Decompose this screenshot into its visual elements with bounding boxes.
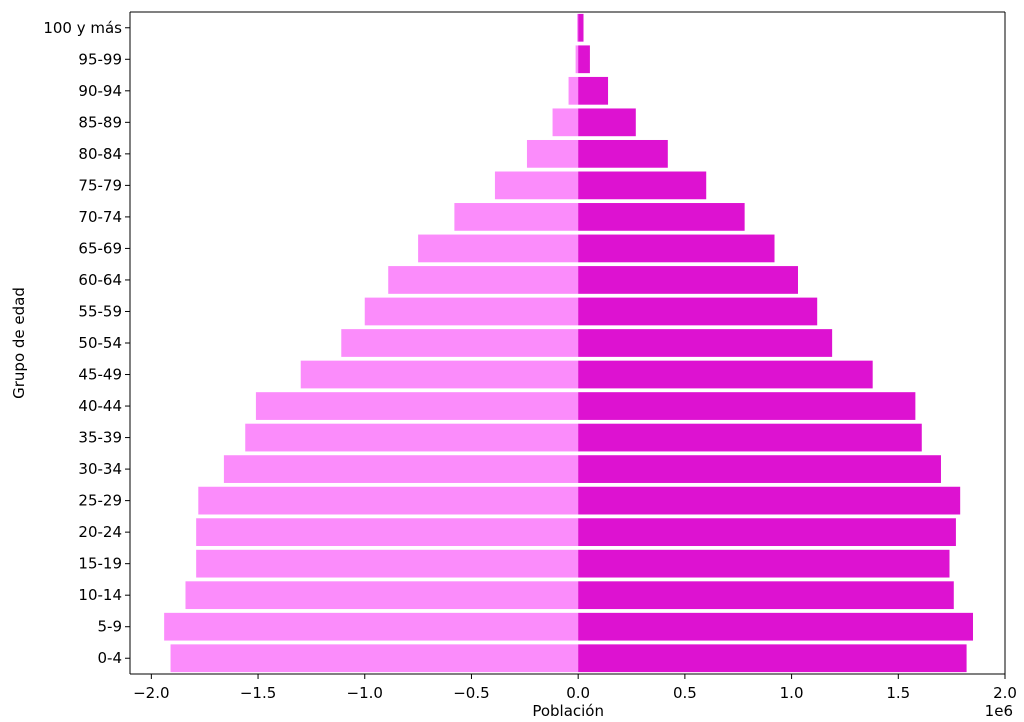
bar-right-100-y-más	[578, 14, 583, 42]
y-tick-label: 30-34	[78, 460, 122, 478]
bar-right-95-99	[578, 45, 590, 73]
bar-right-65-69	[578, 235, 774, 263]
x-tick-label: 1.5	[886, 684, 910, 702]
bar-left-65-69	[418, 235, 578, 263]
bar-right-15-19	[578, 550, 949, 578]
bar-left-5-9	[164, 613, 578, 641]
y-tick-label: 25-29	[78, 492, 122, 510]
bar-left-85-89	[553, 108, 579, 136]
bar-left-10-14	[185, 581, 578, 609]
y-tick-label: 55-59	[78, 302, 122, 320]
bar-left-75-79	[495, 172, 578, 200]
y-tick-label: 15-19	[78, 555, 122, 573]
bar-left-55-59	[365, 298, 578, 326]
x-tick-label: 2.0	[993, 684, 1017, 702]
bar-left-45-49	[301, 361, 578, 389]
bar-right-50-54	[578, 329, 832, 357]
bar-right-40-44	[578, 392, 915, 420]
bar-left-35-39	[245, 424, 578, 452]
bar-left-40-44	[256, 392, 578, 420]
y-tick-label: 0-4	[98, 649, 123, 667]
bar-left-70-74	[454, 203, 578, 231]
y-tick-label: 95-99	[78, 50, 122, 68]
bar-right-60-64	[578, 266, 798, 294]
bar-right-80-84	[578, 140, 668, 168]
x-tick-label: 0.5	[673, 684, 697, 702]
bar-right-35-39	[578, 424, 922, 452]
bar-right-0-4	[578, 644, 966, 672]
y-tick-label: 65-69	[78, 239, 122, 257]
y-tick-label: 80-84	[78, 145, 122, 163]
bar-right-55-59	[578, 298, 817, 326]
x-tick-label: −2.0	[133, 684, 169, 702]
x-tick-label: −1.5	[240, 684, 276, 702]
y-tick-label: 90-94	[78, 82, 122, 100]
bar-left-30-34	[224, 455, 578, 483]
y-tick-label: 70-74	[78, 208, 122, 226]
y-tick-label: 10-14	[78, 586, 122, 604]
x-tick-label: −0.5	[453, 684, 489, 702]
bar-right-85-89	[578, 108, 636, 136]
bar-left-60-64	[388, 266, 578, 294]
bar-left-15-19	[196, 550, 578, 578]
y-tick-label: 20-24	[78, 523, 122, 541]
bar-right-20-24	[578, 518, 956, 546]
y-tick-label: 40-44	[78, 397, 122, 415]
bar-left-80-84	[527, 140, 578, 168]
y-tick-label: 45-49	[78, 366, 122, 384]
bar-right-25-29	[578, 487, 960, 515]
bar-left-0-4	[171, 644, 579, 672]
bar-left-95-99	[576, 45, 579, 73]
y-tick-label: 50-54	[78, 334, 122, 352]
bar-left-25-29	[198, 487, 578, 515]
x-axis-label: Población	[532, 702, 604, 720]
x-tick-label: 1.0	[780, 684, 804, 702]
bar-right-10-14	[578, 581, 954, 609]
y-tick-label: 100 y más	[43, 19, 122, 37]
y-axis-ticks: 0-4 5-9 10-14 15-19 20-24 25-29 30-34 35-39 40-4…	[43, 19, 130, 667]
bar-right-90-94	[578, 77, 608, 105]
y-axis-label: Grupo de edad	[10, 287, 28, 399]
bar-right-30-34	[578, 455, 941, 483]
x-axis-ticks: −2.0 −1.5 −1.0 −0.5 0.0 0.5 1.0 1.5 2.0	[133, 674, 1017, 702]
bar-right-75-79	[578, 172, 706, 200]
y-tick-label: 85-89	[78, 113, 122, 131]
bar-right-45-49	[578, 361, 873, 389]
x-tick-label: −1.0	[347, 684, 383, 702]
bar-left-100-y-más	[577, 14, 578, 42]
bar-left-20-24	[196, 518, 578, 546]
y-tick-label: 35-39	[78, 429, 122, 447]
x-axis-offset-text: 1e6	[985, 702, 1013, 720]
y-tick-label: 75-79	[78, 176, 122, 194]
x-tick-label: 0.0	[566, 684, 590, 702]
bar-left-90-94	[569, 77, 579, 105]
bar-right-70-74	[578, 203, 744, 231]
y-tick-label: 5-9	[98, 618, 123, 636]
bar-left-50-54	[341, 329, 578, 357]
bar-right-5-9	[578, 613, 973, 641]
y-tick-label: 60-64	[78, 271, 122, 289]
